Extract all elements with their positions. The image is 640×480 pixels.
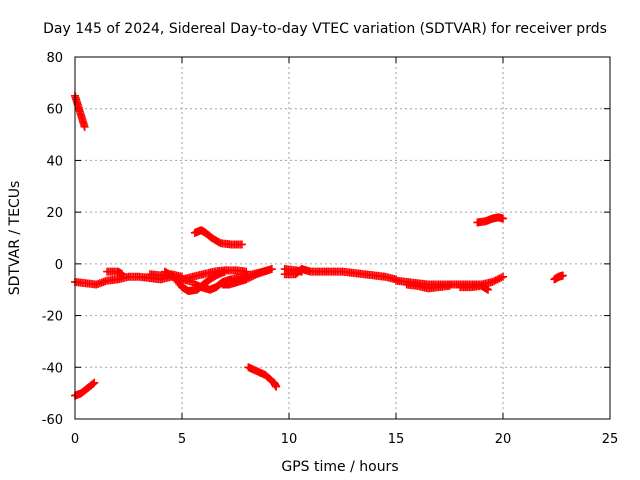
y-tick-label: -20 xyxy=(42,310,63,325)
data-point xyxy=(445,281,454,290)
x-tick-label: 10 xyxy=(281,432,298,447)
y-tick-label: 60 xyxy=(46,103,63,118)
data-point xyxy=(491,276,500,285)
data-point xyxy=(249,271,258,280)
y-tick-label: -40 xyxy=(42,361,63,376)
series-seg15 xyxy=(402,280,454,293)
series-seg18 xyxy=(550,271,567,284)
series-seg4 xyxy=(103,267,127,279)
series-seg11 xyxy=(244,363,281,391)
series-seg2 xyxy=(71,378,99,400)
y-tick-label: 80 xyxy=(46,51,63,66)
data-point xyxy=(297,267,306,276)
y-axis-label: SDTVAR / TECUs xyxy=(7,181,23,296)
grid-lines xyxy=(75,57,610,419)
data-points xyxy=(71,91,567,400)
tick-labels: 0 5 10 15 20 25 -60 -40 -20 0 20 40 60 80 xyxy=(42,51,619,447)
series-seg17 xyxy=(473,213,507,227)
series-seg10 xyxy=(190,226,246,249)
data-point xyxy=(558,271,567,280)
x-axis-label: GPS time / hours xyxy=(281,459,398,475)
x-tick-label: 20 xyxy=(495,432,512,447)
data-point xyxy=(495,274,504,283)
data-point xyxy=(247,272,256,281)
chart-title: Day 145 of 2024, Sidereal Day-to-day VTE… xyxy=(43,21,607,37)
data-point xyxy=(499,214,507,223)
series-seg13 xyxy=(280,265,306,276)
data-point xyxy=(245,273,254,282)
data-point xyxy=(242,275,251,284)
data-point xyxy=(267,265,276,274)
data-point xyxy=(80,122,89,131)
series-seg9 xyxy=(218,266,272,289)
data-point xyxy=(90,378,99,387)
data-point xyxy=(263,266,272,275)
data-point xyxy=(488,277,497,286)
x-tick-label: 25 xyxy=(602,432,619,447)
x-tick-label: 5 xyxy=(178,432,186,447)
series-seg16 xyxy=(456,281,493,294)
x-tick-label: 15 xyxy=(388,432,405,447)
y-tick-label: -60 xyxy=(42,413,63,428)
series-seg1 xyxy=(71,91,89,131)
y-tick-label: 20 xyxy=(46,206,63,221)
data-point xyxy=(243,274,252,283)
x-tick-label: 0 xyxy=(71,432,79,447)
data-point xyxy=(497,273,506,282)
data-point xyxy=(490,277,499,286)
data-point xyxy=(272,382,281,391)
data-point xyxy=(499,272,507,281)
data-point xyxy=(89,379,98,388)
y-tick-label: 40 xyxy=(46,154,63,169)
data-point xyxy=(118,270,127,279)
data-point xyxy=(484,285,493,294)
data-point xyxy=(493,275,502,284)
plot-frame xyxy=(74,56,611,420)
data-point xyxy=(237,240,246,249)
y-tick-label: 0 xyxy=(55,258,63,273)
data-point xyxy=(251,271,260,280)
